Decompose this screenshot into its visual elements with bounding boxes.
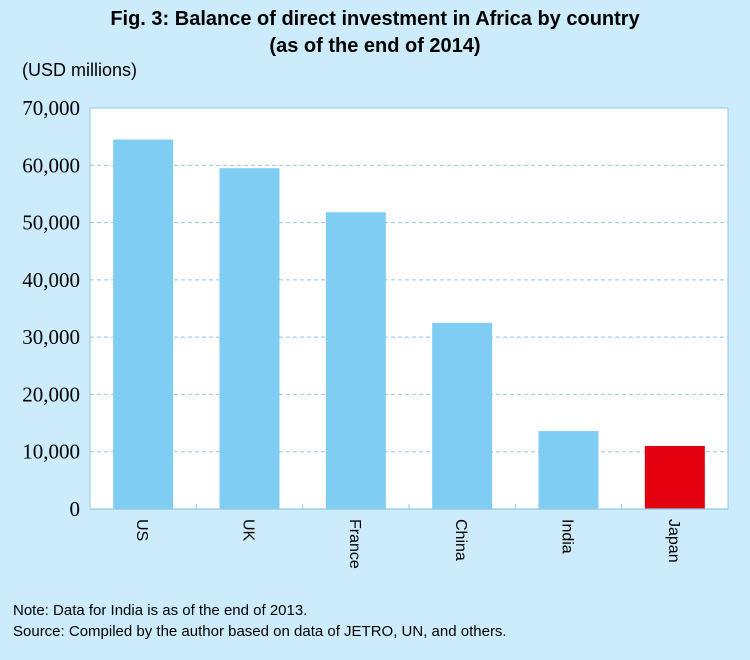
bar-china [432,322,493,509]
x-tick-label-china: China [452,519,469,561]
source-text: Source: Compiled by the author based on … [13,623,507,640]
y-tick-label: 20,000 [22,382,80,406]
y-tick-label: 0 [70,497,81,521]
bar-japan [644,445,705,509]
y-tick-label: 30,000 [22,325,80,349]
chart-subtitle: (as of the end of 2014) [269,35,481,57]
chart-title-main: Fig. 3: Balance of direct investment in … [110,8,640,30]
bar-india [538,431,599,509]
x-tick-label-uk: UK [240,519,257,542]
y-tick-label: 70,000 [22,96,80,120]
x-tick-label-india: India [559,519,576,554]
note-text: Note: Data for India is as of the end of… [13,602,308,619]
plot-area [90,108,728,509]
bar-us [113,139,174,509]
bar-uk [219,168,280,509]
chart-notes: Note: Data for India is as of the end of… [13,600,507,642]
chart-title: Fig. 3: Balance of direct investment in … [0,6,750,60]
y-axis-unit-label: (USD millions) [22,60,138,80]
x-tick-label-us: US [133,519,150,541]
x-tick-label-japan: Japan [665,519,682,563]
y-tick-label: 10,000 [22,440,80,464]
y-tick-label: 60,000 [22,153,80,177]
y-tick-label: 50,000 [22,211,80,235]
x-tick-label-france: France [346,519,363,569]
bar-france [325,212,386,509]
y-tick-label: 40,000 [22,268,80,292]
